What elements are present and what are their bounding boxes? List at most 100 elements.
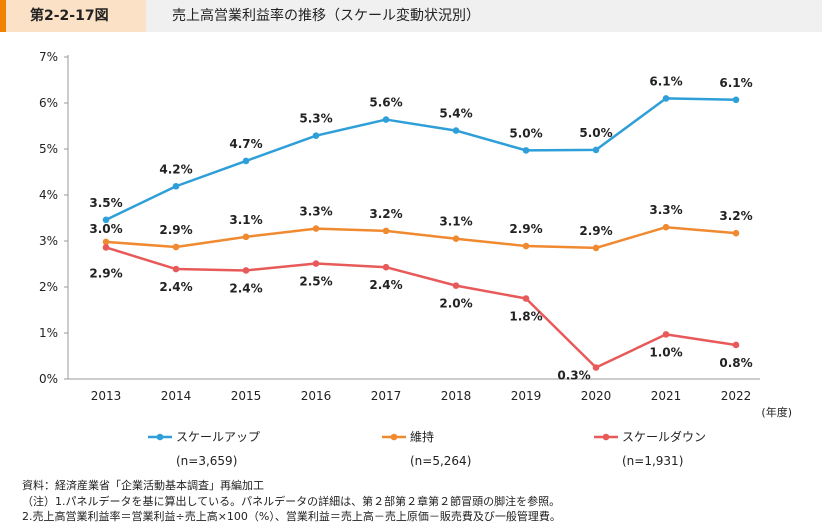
data-point <box>312 260 320 267</box>
x-tick-label: 2014 <box>161 389 192 403</box>
data-label: 6.1% <box>719 76 752 90</box>
chart-axes: 0% 1% 2% 3% 4% 5% 6% 7% 2013 2014 2015 2016 2017 2018… <box>39 50 792 419</box>
line-chart: 0% 1% 2% 3% 4% 5% 6% 7% 2013 2014 2015 2016 2017 2018… <box>39 50 792 468</box>
data-point <box>312 225 320 232</box>
x-tick-label: 2022 <box>721 389 752 403</box>
x-tick-label: 2013 <box>91 389 122 403</box>
legend-entry-0: スケールアップ (n=3,659) <box>148 430 260 468</box>
data-label: 3.2% <box>719 209 752 223</box>
y-tick-label: 6% <box>39 96 58 110</box>
note-2: 2.売上高営業利益率＝営業利益÷売上高×100（%）、営業利益＝売上高－売上原価… <box>22 510 561 523</box>
data-point <box>102 238 110 246</box>
data-point <box>102 216 110 224</box>
x-tick-label: 2016 <box>301 389 332 403</box>
y-tick-label: 4% <box>39 188 58 202</box>
data-point <box>522 242 530 250</box>
chart-legend: スケールアップ (n=3,659) 維持 (n=5,264) スケールダウン (n=1,9… <box>148 429 706 468</box>
data-point <box>242 267 250 274</box>
chart-notes: 資料：経済産業省「企業活動基本調査」再編加工 （注）1.パネルデータを基に算出し… <box>22 478 812 525</box>
data-label: 3.0% <box>89 222 122 236</box>
legend-label: スケールダウン <box>622 429 706 444</box>
series-1: 3.0% 2.9% 3.1% 3.3% 3.2% 3.1% 2.9% 2.9% 3.3% 3.2% <box>89 203 753 252</box>
y-tick-label: 3% <box>39 234 58 248</box>
data-point <box>732 341 740 349</box>
data-label: 3.5% <box>89 196 122 210</box>
data-label: 3.1% <box>229 213 262 227</box>
x-tick-label: 2019 <box>511 389 542 403</box>
data-point <box>172 182 180 190</box>
data-label: 2.0% <box>439 297 472 311</box>
data-point <box>522 147 530 154</box>
figure-header: 第2-2-17図 売上高営業利益率の推移（スケール変動状況別） <box>0 0 822 32</box>
data-point <box>592 364 600 371</box>
data-point <box>452 282 460 289</box>
x-tick-label: 2017 <box>371 389 402 403</box>
data-label: 2.4% <box>369 278 402 292</box>
x-tick-label: 2018 <box>441 389 472 403</box>
data-label: 4.7% <box>229 137 262 151</box>
data-point <box>242 157 250 165</box>
data-label: 2.4% <box>229 281 262 295</box>
data-point <box>732 229 740 237</box>
data-point <box>662 331 670 338</box>
legend-swatch-marker <box>602 433 610 441</box>
x-tick-label: 2015 <box>231 389 262 403</box>
data-label: 2.5% <box>299 275 332 289</box>
data-point <box>592 146 600 154</box>
y-tick-label: 2% <box>39 280 58 294</box>
figure-label: 第2-2-17図 <box>6 0 146 32</box>
data-label: 3.3% <box>299 205 332 219</box>
legend-n-label: (n=5,264) <box>410 454 471 468</box>
data-point <box>172 243 180 251</box>
data-point <box>242 233 250 241</box>
series-line <box>105 246 737 369</box>
data-point <box>662 223 670 231</box>
y-tick-label: 1% <box>39 326 58 340</box>
series-line <box>105 225 737 250</box>
data-label: 5.0% <box>509 126 542 140</box>
data-label: 1.0% <box>649 345 682 359</box>
data-label: 3.2% <box>369 207 402 221</box>
series-line <box>105 97 737 221</box>
data-label: 5.6% <box>369 96 402 110</box>
legend-entry-2: スケールダウン (n=1,931) <box>594 429 706 468</box>
series-0: 3.5% 4.2% 4.7% 5.3% 5.6% 5.4% 5.0% 5.0% 6.1% 6.1% <box>89 74 753 224</box>
header-accent-bar <box>0 0 6 32</box>
data-label: 0.8% <box>719 356 752 370</box>
note-source: 資料：経済産業省「企業活動基本調査」再編加工 <box>22 479 264 492</box>
y-tick-label: 0% <box>39 372 58 386</box>
data-label: 2.4% <box>159 280 192 294</box>
x-tick-label: 2020 <box>581 389 612 403</box>
y-tick-label: 7% <box>39 50 58 64</box>
data-label: 6.1% <box>649 74 682 88</box>
figure-title: 売上高営業利益率の推移（スケール変動状況別） <box>146 0 822 32</box>
data-label: 2.9% <box>509 222 542 236</box>
note-1: （注）1.パネルデータを基に算出している。パネルデータの詳細は、第２部第２章第２… <box>22 494 561 508</box>
legend-entry-1: 維持 (n=5,264) <box>382 429 471 468</box>
data-point <box>382 227 390 235</box>
data-label: 2.9% <box>579 224 612 238</box>
data-label: 2.9% <box>159 223 192 237</box>
data-label: 1.8% <box>509 310 542 324</box>
series-2: 2.9% 2.4% 2.4% 2.5% 2.4% 2.0% 1.8% 0.3% 1.0% 0.8% <box>89 244 753 383</box>
data-point <box>172 265 180 273</box>
data-label: 3.1% <box>439 215 472 229</box>
data-point <box>452 235 460 242</box>
data-label: 0.3% <box>557 369 590 383</box>
data-point <box>312 132 320 139</box>
data-point <box>732 96 740 104</box>
data-label: 5.3% <box>299 112 332 126</box>
data-point <box>382 116 390 123</box>
data-label: 2.9% <box>89 266 122 280</box>
data-point <box>102 244 110 251</box>
legend-label: 維持 <box>410 429 434 444</box>
legend-n-label: (n=1,931) <box>622 454 683 468</box>
x-axis-label: (年度) <box>761 405 792 419</box>
data-label: 4.2% <box>159 162 192 176</box>
legend-swatch-marker <box>156 433 164 441</box>
data-label: 5.4% <box>439 107 472 121</box>
chart-series: 3.5% 4.2% 4.7% 5.3% 5.6% 5.4% 5.0% 5.0% 6.1% 6.1%… <box>89 74 752 382</box>
data-label: 5.0% <box>579 126 612 140</box>
legend-label: スケールアップ <box>176 430 260 444</box>
data-point <box>592 244 600 252</box>
